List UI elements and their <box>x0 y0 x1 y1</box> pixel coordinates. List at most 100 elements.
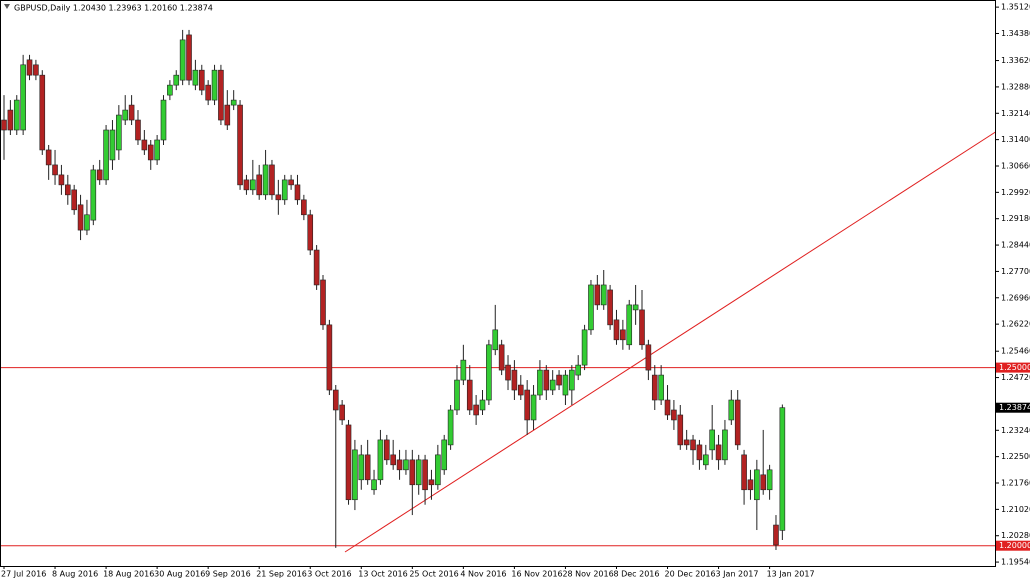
candle-body <box>632 304 639 311</box>
candle-body <box>613 319 620 341</box>
plot-frame <box>0 0 996 567</box>
x-tick-label: 25 Oct 2016 <box>409 570 458 579</box>
candle-body <box>626 304 633 346</box>
price-label: 1.25000 <box>999 363 1030 372</box>
candle-body <box>702 454 709 466</box>
y-tick-label: 1.33620 <box>1001 56 1030 65</box>
candle-body <box>230 99 237 106</box>
candle-body <box>473 404 479 416</box>
candle-body <box>498 344 505 371</box>
x-tick-label: 3 Oct 2016 <box>307 570 351 579</box>
candle-body <box>377 439 384 481</box>
price-label: 1.20000 <box>999 541 1030 550</box>
x-tick-label: 13 Jan 2017 <box>767 570 815 579</box>
y-tick-label: 1.34380 <box>1001 29 1030 38</box>
candle-body <box>192 69 199 86</box>
candle-body <box>84 214 90 231</box>
x-tick-label: 3 Jan 2017 <box>716 570 759 579</box>
candle-body <box>20 64 26 131</box>
candle-body <box>313 249 320 286</box>
candle-body <box>205 84 211 101</box>
candle-body <box>237 104 243 186</box>
y-tick-label: 1.28440 <box>1001 241 1030 250</box>
y-tick-label: 1.21020 <box>1001 505 1030 514</box>
candle-body <box>250 179 256 191</box>
candle-body <box>339 404 345 421</box>
candle-body <box>218 69 224 121</box>
candle-body <box>556 374 562 386</box>
candle-body <box>262 164 269 196</box>
candle-body <box>639 309 645 346</box>
candle-body <box>364 454 371 481</box>
candle-body <box>766 469 773 491</box>
candle-body <box>543 369 550 391</box>
candle-body <box>65 184 71 196</box>
chart-title: GBPUSD,Daily 1.20430 1.23963 1.20160 1.2… <box>14 4 213 13</box>
candle-body <box>186 34 192 81</box>
candle-body <box>645 344 652 371</box>
candle-body <box>275 194 282 201</box>
candle-body <box>486 344 492 401</box>
candle-body <box>447 409 454 446</box>
candle-body <box>7 109 14 131</box>
candle-body <box>524 389 530 421</box>
candle-body <box>352 449 358 501</box>
candle-body <box>167 84 173 96</box>
y-tick-label: 1.21760 <box>1001 479 1030 488</box>
y-tick-label: 1.22500 <box>1001 452 1030 461</box>
candle-body <box>594 284 601 306</box>
x-tick-label: 8 Aug 2016 <box>52 570 98 579</box>
x-tick-label: 20 Dec 2016 <box>665 570 716 579</box>
price-label-box <box>996 540 1030 551</box>
candle-body <box>747 479 754 491</box>
candle-body <box>588 284 594 331</box>
candle-body <box>415 459 422 486</box>
candle-body <box>435 454 441 486</box>
y-tick-label: 1.29180 <box>1001 214 1030 223</box>
candle-body <box>505 364 511 381</box>
candle-body <box>537 369 543 396</box>
y-tick-label: 1.26960 <box>1001 293 1030 302</box>
x-tick-label: 28 Nov 2016 <box>562 570 613 579</box>
y-tick-label: 1.32880 <box>1001 82 1030 91</box>
x-tick-label: 9 Sep 2016 <box>205 570 251 579</box>
candle-body <box>734 399 741 446</box>
candle-body <box>715 444 722 461</box>
candle-body <box>517 384 524 396</box>
x-tick-label: 13 Oct 2016 <box>358 570 407 579</box>
candle-body <box>71 189 77 211</box>
candle-body <box>77 204 84 231</box>
candle-body <box>160 99 167 141</box>
candle-body <box>773 524 779 546</box>
y-tick-label: 1.19540 <box>1001 558 1030 567</box>
candle-body <box>141 139 148 151</box>
candle-body <box>390 454 396 466</box>
candle-body <box>620 329 626 341</box>
candle-body <box>492 329 499 351</box>
candle-body <box>96 169 103 181</box>
candle-body <box>754 469 760 501</box>
candle-body <box>454 379 460 411</box>
candle-body <box>122 109 129 121</box>
candle-body <box>269 164 275 196</box>
candle-body <box>466 379 473 411</box>
candle-body <box>722 429 728 461</box>
plot-area <box>0 29 995 553</box>
price-label-box <box>996 362 1030 373</box>
candle-body <box>358 454 365 481</box>
y-tick-label: 1.24720 <box>1001 373 1030 382</box>
candle-body <box>371 479 377 491</box>
candle-body <box>581 329 588 366</box>
candle-body <box>39 74 46 151</box>
candle-body <box>26 59 33 76</box>
x-tick-label: 27 Jul 2016 <box>1 570 46 579</box>
candle-body <box>760 474 767 491</box>
x-tick-label: 8 Dec 2016 <box>613 570 659 579</box>
candle-body <box>332 389 339 411</box>
candle-body <box>135 119 141 141</box>
candle-body <box>562 374 569 396</box>
candle-body <box>243 179 250 191</box>
candle-body <box>460 359 467 381</box>
y-tick-label: 1.20280 <box>1001 531 1030 540</box>
